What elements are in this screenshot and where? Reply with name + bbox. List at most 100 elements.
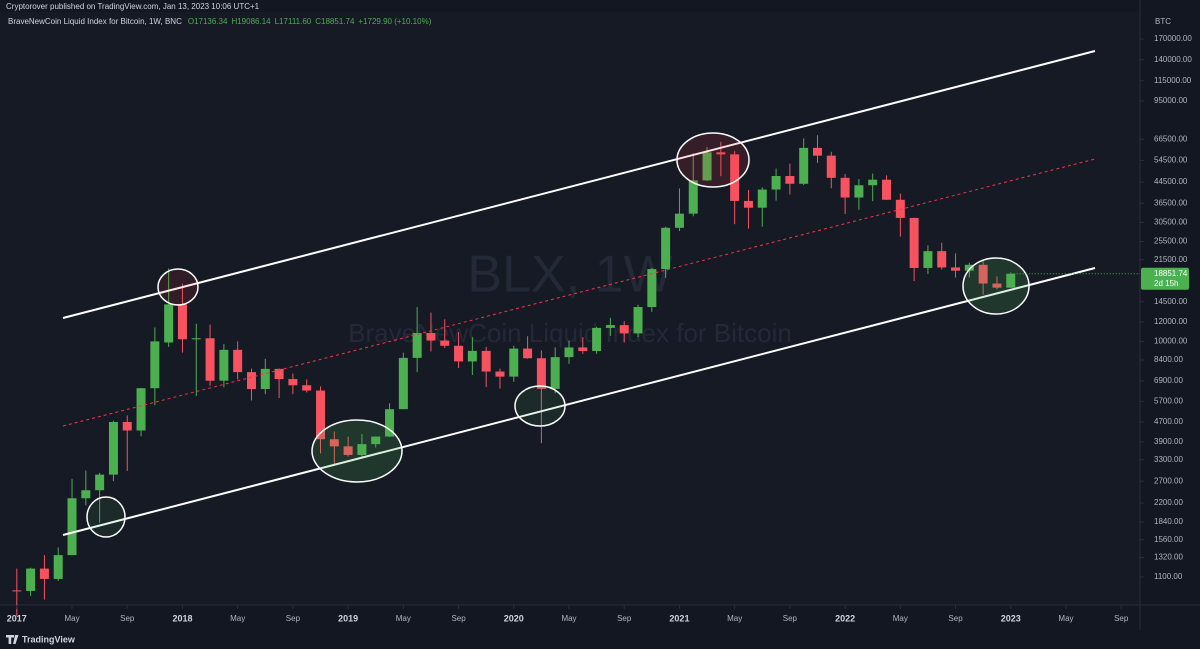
- last-price-box: [1141, 267, 1189, 290]
- legend-value: +1729.90 (+10.10%): [358, 17, 431, 26]
- x-tick-label: May: [1058, 614, 1073, 623]
- candle-body: [246, 372, 256, 390]
- candle-body: [426, 332, 436, 341]
- candle-body: [191, 338, 201, 340]
- candle-body: [688, 180, 698, 214]
- highlight-circle: [962, 257, 1030, 315]
- candle-body: [523, 348, 533, 359]
- candle-body: [481, 350, 491, 372]
- candle-body: [716, 152, 726, 155]
- candle-body: [385, 409, 395, 437]
- candle-body: [316, 390, 326, 440]
- watermark: BLX, 1W: [467, 246, 672, 304]
- candle-body: [882, 179, 892, 200]
- y-tick-label: 8400.00: [1154, 355, 1183, 364]
- candle-body: [467, 350, 477, 362]
- plot-area: [0, 12, 1140, 605]
- x-tick-label: Sep: [1114, 614, 1129, 623]
- y-tick-label: 12000.00: [1154, 317, 1188, 326]
- candle-body: [357, 444, 367, 455]
- candle-body: [854, 185, 864, 198]
- x-tick-label: Sep: [451, 614, 466, 623]
- candle-body: [164, 304, 174, 343]
- y-tick-label: 5700.00: [1154, 397, 1183, 406]
- candle-body: [564, 347, 574, 358]
- y-axis: 1100.00 1320.00 1560.00 1840.00 2200.00 2700.…: [1140, 34, 1192, 581]
- candle-body: [868, 179, 878, 186]
- footer-text: TradingView: [22, 634, 76, 644]
- candle-body: [605, 325, 615, 328]
- footer-bar: [0, 630, 1200, 649]
- y-tick-label: 66500.00: [1154, 134, 1188, 143]
- x-tick-label: 2017: [7, 613, 27, 623]
- candle-body: [550, 357, 560, 389]
- candle-body: [509, 348, 519, 377]
- candle-body: [288, 379, 298, 386]
- y-tick-label: 30500.00: [1154, 218, 1188, 227]
- header-text: Cryptorover published on TradingView.com…: [6, 2, 260, 11]
- x-tick-label: May: [396, 614, 411, 623]
- candle-body: [440, 340, 450, 346]
- y-tick-label: 2700.00: [1154, 476, 1183, 485]
- candle-body: [619, 325, 629, 334]
- x-tick-label: May: [230, 614, 245, 623]
- candle-body: [12, 590, 22, 592]
- legend-value: H19086.14: [231, 17, 271, 26]
- x-tick-label: Sep: [948, 614, 963, 623]
- y-tick-label: 10000.00: [1154, 337, 1188, 346]
- candle-body: [39, 568, 49, 579]
- candle-body: [108, 421, 118, 475]
- x-axis: 2017 May Sep 2018 May Sep 2019 May Sep 2020 May Sep…: [7, 605, 1129, 623]
- channel-mid: [62, 158, 1096, 427]
- x-tick-label: 2020: [504, 613, 524, 623]
- candle-body: [1006, 273, 1016, 288]
- y-tick-label: 54500.00: [1154, 156, 1188, 165]
- candle-body: [923, 251, 933, 268]
- y-tick-label: 6900.00: [1154, 376, 1183, 385]
- candle-body: [495, 371, 505, 377]
- candle-body: [978, 264, 988, 284]
- y-tick-label: 2200.00: [1154, 498, 1183, 507]
- y-tick-label: 1560.00: [1154, 535, 1183, 544]
- countdown: 2d 15h: [1154, 279, 1178, 288]
- candle-body: [592, 327, 602, 352]
- x-tick-label: 2023: [1001, 613, 1021, 623]
- candle-body: [205, 338, 215, 381]
- candle-body: [674, 213, 684, 228]
- candle-body: [661, 227, 671, 270]
- x-tick-label: Sep: [120, 614, 135, 623]
- candle-body: [122, 421, 132, 431]
- candle-body: [937, 251, 947, 268]
- x-tick-label: May: [64, 614, 79, 623]
- y-tick-label: 115000.00: [1154, 76, 1192, 85]
- candle-body: [371, 436, 381, 445]
- x-tick-label: May: [561, 614, 576, 623]
- candle-body: [840, 177, 850, 198]
- y-unit: BTC: [1155, 17, 1171, 26]
- candle-body: [412, 332, 422, 358]
- candle-body: [95, 474, 105, 491]
- highlight-circle: [311, 419, 403, 483]
- highlight-circle: [514, 385, 566, 427]
- candle-body: [992, 283, 1002, 288]
- candle-body: [81, 490, 91, 499]
- chart-title: BraveNewCoin Liquid Index for Bitcoin, 1…: [8, 17, 182, 26]
- y-tick-label: 3300.00: [1154, 455, 1183, 464]
- candle-body: [53, 555, 63, 579]
- y-tick-label: 4700.00: [1154, 417, 1183, 426]
- x-tick-label: Sep: [617, 614, 632, 623]
- x-tick-label: 2019: [338, 613, 358, 623]
- x-tick-label: 2018: [172, 613, 192, 623]
- candle-body: [799, 147, 809, 184]
- y-tick-label: 25500.00: [1154, 237, 1188, 246]
- y-tick-label: 170000.00: [1154, 34, 1192, 43]
- logo: [6, 635, 19, 644]
- candle-body: [398, 357, 408, 410]
- candle-body: [826, 155, 836, 178]
- x-tick-label: 2021: [669, 613, 689, 623]
- channel-lower: [62, 267, 1096, 536]
- candle-body: [150, 341, 160, 389]
- y-tick-label: 1320.00: [1154, 553, 1183, 562]
